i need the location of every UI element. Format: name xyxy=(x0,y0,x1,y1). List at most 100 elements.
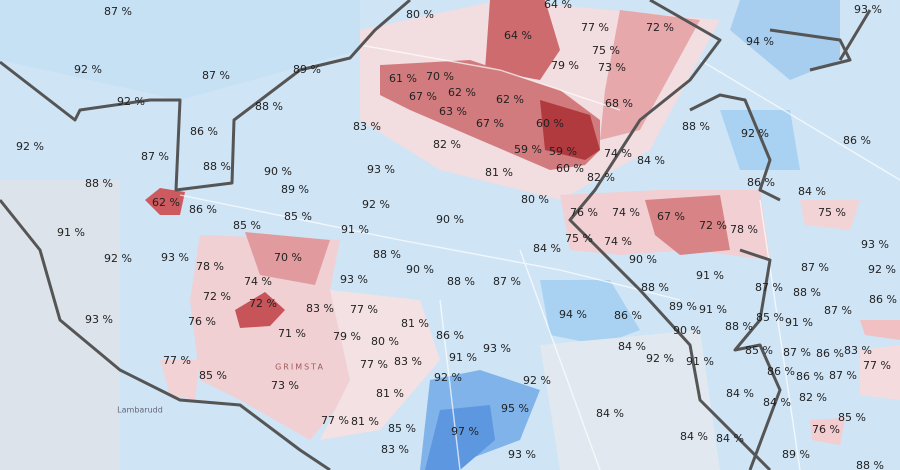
area-label: 85 % xyxy=(284,210,312,223)
area-label: 80 % xyxy=(406,8,434,21)
area-label: 93 % xyxy=(508,448,536,461)
area-label: 61 % xyxy=(389,72,417,85)
area-label: 77 % xyxy=(350,303,378,316)
area-label: 86 % xyxy=(436,329,464,342)
region xyxy=(235,292,285,328)
area-label: 87 % xyxy=(104,5,132,18)
region xyxy=(730,0,840,80)
area-label: 86 % xyxy=(796,370,824,383)
area-label: 81 % xyxy=(351,415,379,428)
area-label: 80 % xyxy=(521,193,549,206)
region xyxy=(860,320,900,340)
region xyxy=(540,280,640,345)
region xyxy=(810,418,845,445)
area-label: 79 % xyxy=(333,330,361,343)
area-label: 81 % xyxy=(376,387,404,400)
area-label: 72 % xyxy=(699,219,727,232)
area-label: 85 % xyxy=(756,311,784,324)
area-label: 91 % xyxy=(699,303,727,316)
border xyxy=(733,248,782,470)
area-label: 81 % xyxy=(485,166,513,179)
area-label: 84 % xyxy=(680,430,708,443)
region xyxy=(190,235,360,440)
area-label: 90 % xyxy=(436,213,464,226)
area-label: 86 % xyxy=(869,293,897,306)
area-label: 83 % xyxy=(353,120,381,133)
place-name: Lambarudd xyxy=(117,406,163,415)
area-label: 82 % xyxy=(433,138,461,151)
area-label: 85 % xyxy=(388,422,416,435)
area-label: 90 % xyxy=(629,253,657,266)
area-label: 72 % xyxy=(646,21,674,34)
roads xyxy=(179,44,900,470)
area-label: 92 % xyxy=(741,127,769,140)
area-label: 86 % xyxy=(189,203,217,216)
area-label: 88 % xyxy=(725,320,753,333)
area-label: 86 % xyxy=(767,365,795,378)
region xyxy=(600,10,700,140)
area-label: 89 % xyxy=(782,448,810,461)
area-label: 93 % xyxy=(854,3,882,16)
area-label: 62 % xyxy=(152,196,180,209)
area-label: 87 % xyxy=(755,281,783,294)
area-label: 88 % xyxy=(641,281,669,294)
area-label: 60 % xyxy=(536,117,564,130)
area-label: 84 % xyxy=(596,407,624,420)
region xyxy=(245,232,330,285)
area-label: 88 % xyxy=(856,459,884,470)
area-label: 63 % xyxy=(439,105,467,118)
area-label: 92 % xyxy=(104,252,132,265)
area-label: 78 % xyxy=(196,260,224,273)
area-label: 88 % xyxy=(255,100,283,113)
area-label: 87 % xyxy=(202,69,230,82)
area-label: 77 % xyxy=(163,354,191,367)
area-label: 91 % xyxy=(341,223,369,236)
area-label: 88 % xyxy=(793,286,821,299)
area-label: 72 % xyxy=(203,290,231,303)
area-label: 83 % xyxy=(394,355,422,368)
area-label: 92 % xyxy=(362,198,390,211)
area-label: 87 % xyxy=(829,369,857,382)
area-label: 84 % xyxy=(798,185,826,198)
area-label: 87 % xyxy=(141,150,169,163)
area-label: 64 % xyxy=(504,29,532,42)
area-label: 74 % xyxy=(604,147,632,160)
area-label: 92 % xyxy=(16,140,44,153)
area-label: 86 % xyxy=(816,347,844,360)
area-label: 93 % xyxy=(340,273,368,286)
area-label: 60 % xyxy=(556,162,584,175)
area-label: 75 % xyxy=(565,232,593,245)
area-label: 73 % xyxy=(271,379,299,392)
region xyxy=(145,188,185,215)
area-label: 85 % xyxy=(745,344,773,357)
area-label: 90 % xyxy=(264,165,292,178)
area-label: 87 % xyxy=(493,275,521,288)
area-label: 95 % xyxy=(501,402,529,415)
area-label: 83 % xyxy=(844,344,872,357)
area-label: 86 % xyxy=(843,134,871,147)
area-label: 78 % xyxy=(730,223,758,236)
area-label: 75 % xyxy=(818,206,846,219)
region xyxy=(720,110,800,170)
area-label: 93 % xyxy=(367,163,395,176)
region xyxy=(645,195,730,255)
area-label: 62 % xyxy=(496,93,524,106)
area-label: 89 % xyxy=(281,183,309,196)
area-label: 74 % xyxy=(612,206,640,219)
area-label: 62 % xyxy=(448,86,476,99)
area-label: 67 % xyxy=(476,117,504,130)
place-name: GRIMSTA xyxy=(275,363,325,372)
area-label: 91 % xyxy=(696,269,724,282)
area-label: 93 % xyxy=(483,342,511,355)
border xyxy=(0,199,331,470)
area-label: 93 % xyxy=(85,313,113,326)
area-label: 77 % xyxy=(360,358,388,371)
area-label: 92 % xyxy=(868,263,896,276)
area-label: 73 % xyxy=(598,61,626,74)
area-label: 87 % xyxy=(783,346,811,359)
area-label: 71 % xyxy=(278,327,306,340)
borders xyxy=(0,0,872,470)
area-label: 84 % xyxy=(637,154,665,167)
